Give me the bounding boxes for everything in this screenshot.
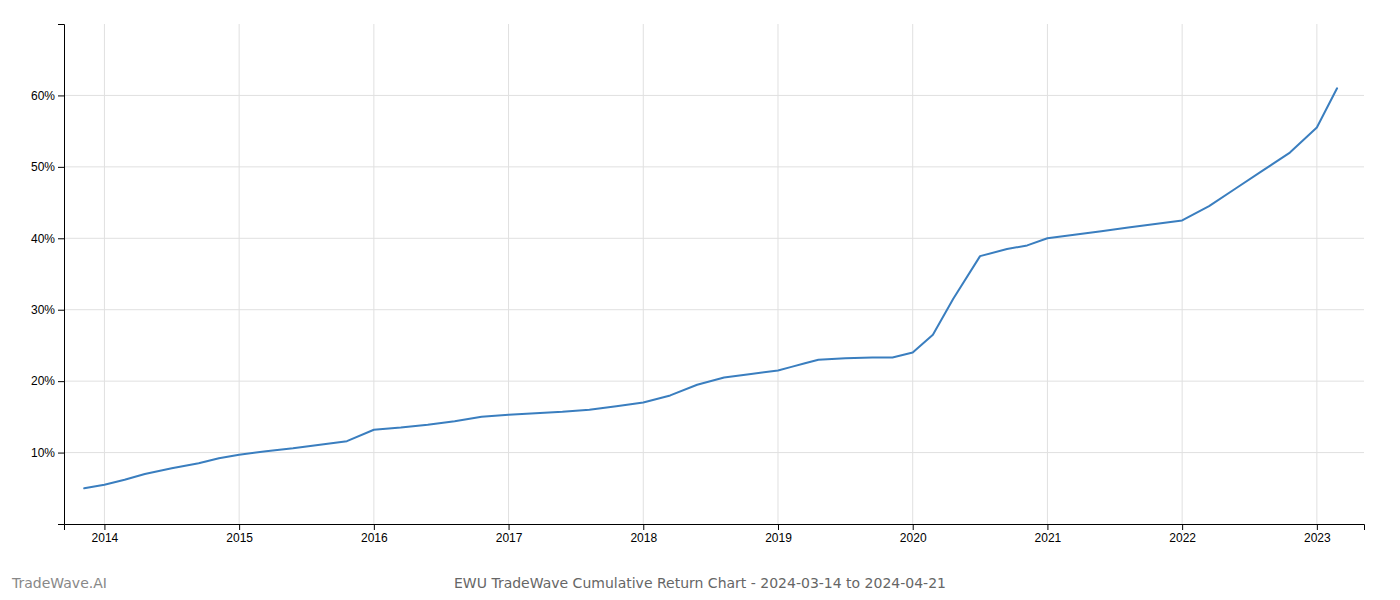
y-tick: 10% bbox=[31, 446, 64, 460]
grid bbox=[64, 24, 1364, 524]
grid-line bbox=[643, 24, 644, 524]
x-tick: 2017 bbox=[496, 524, 523, 545]
grid-line bbox=[1047, 24, 1048, 524]
plot: 2014 2015 2016 2017 2018 2019 2020 2021 2022 2023… bbox=[31, 24, 1365, 545]
x-tick: 2022 bbox=[1169, 524, 1196, 545]
x-tick: 2014 bbox=[92, 524, 119, 545]
y-tick-label: 10% bbox=[31, 446, 55, 460]
title: EWU TradeWave Cumulative Return Chart - … bbox=[454, 575, 946, 591]
y-tick-label: 30% bbox=[31, 303, 55, 317]
y-tick-mark bbox=[58, 381, 64, 382]
x-tick-label: 2020 bbox=[900, 531, 927, 545]
grid-line bbox=[64, 95, 1364, 96]
x-tick-mark bbox=[374, 524, 375, 530]
x-tick-mark bbox=[104, 524, 105, 530]
marks bbox=[84, 88, 1337, 488]
x-tick-label: 2015 bbox=[226, 531, 253, 545]
grid-line bbox=[373, 24, 374, 524]
grid-line bbox=[104, 24, 105, 524]
y-tick-mark bbox=[58, 453, 64, 454]
grid-line bbox=[64, 238, 1364, 239]
grid-line bbox=[64, 309, 1364, 310]
y-tick-label: 50% bbox=[31, 160, 55, 174]
x-tick-label: 2014 bbox=[92, 531, 119, 545]
x-tick-label: 2022 bbox=[1169, 531, 1196, 545]
y-tick: 60% bbox=[31, 89, 64, 103]
x-tick: 2020 bbox=[900, 524, 927, 545]
y-tick: 40% bbox=[31, 232, 64, 246]
x-tick-label: 2019 bbox=[765, 531, 792, 545]
grid-line bbox=[1182, 24, 1183, 524]
x-tick: 2015 bbox=[226, 524, 253, 545]
x-tick-mark bbox=[1047, 524, 1048, 530]
y-tick-mark bbox=[58, 310, 64, 311]
grid-line bbox=[508, 24, 509, 524]
y-tick-label: 60% bbox=[31, 89, 55, 103]
x-tick: 2019 bbox=[765, 524, 792, 545]
grid-line bbox=[64, 166, 1364, 167]
y-tick-mark bbox=[58, 238, 64, 239]
x-tick-mark bbox=[778, 524, 779, 530]
grid-line bbox=[912, 24, 913, 524]
x-tick: 2021 bbox=[1035, 524, 1062, 545]
y-tick-label: 20% bbox=[31, 374, 55, 388]
y-tick-mark bbox=[58, 167, 64, 168]
x-tick-label: 2016 bbox=[361, 531, 388, 545]
x-tick-mark bbox=[239, 524, 240, 530]
x-axis: 2014 2015 2016 2017 2018 2019 2020 2021 2022 2023 bbox=[65, 524, 1365, 545]
y-axis-line bbox=[58, 25, 65, 525]
chart: 2014 2015 2016 2017 2018 2019 2020 2021 2022 2023… bbox=[0, 0, 1400, 600]
x-tick: 2023 bbox=[1304, 524, 1331, 545]
background bbox=[0, 0, 1400, 600]
y-tick: 30% bbox=[31, 303, 64, 317]
x-tick-mark bbox=[1182, 524, 1183, 530]
grid-line bbox=[239, 24, 240, 524]
line bbox=[84, 88, 1337, 488]
y-axis: 10% 20% 30% 40% 50% 60% bbox=[31, 25, 65, 525]
grid-line bbox=[777, 24, 778, 524]
x-axis-line bbox=[65, 525, 1365, 531]
x-tick-mark bbox=[509, 524, 510, 530]
x-tick-label: 2017 bbox=[496, 531, 523, 545]
x-tick: 2016 bbox=[361, 524, 388, 545]
x-tick: 2018 bbox=[630, 524, 657, 545]
x-tick-mark bbox=[1317, 524, 1318, 530]
x-tick-mark bbox=[913, 524, 914, 530]
y-tick-label: 40% bbox=[31, 232, 55, 246]
x-tick-label: 2018 bbox=[630, 531, 657, 545]
grid-line bbox=[1316, 24, 1317, 524]
x-tick-mark bbox=[643, 524, 644, 530]
y-tick-mark bbox=[58, 95, 64, 96]
x-tick-label: 2021 bbox=[1035, 531, 1062, 545]
watermark: TradeWave.AI bbox=[11, 575, 107, 591]
y-tick: 20% bbox=[31, 374, 64, 388]
x-tick-label: 2023 bbox=[1304, 531, 1331, 545]
y-tick: 50% bbox=[31, 160, 64, 174]
